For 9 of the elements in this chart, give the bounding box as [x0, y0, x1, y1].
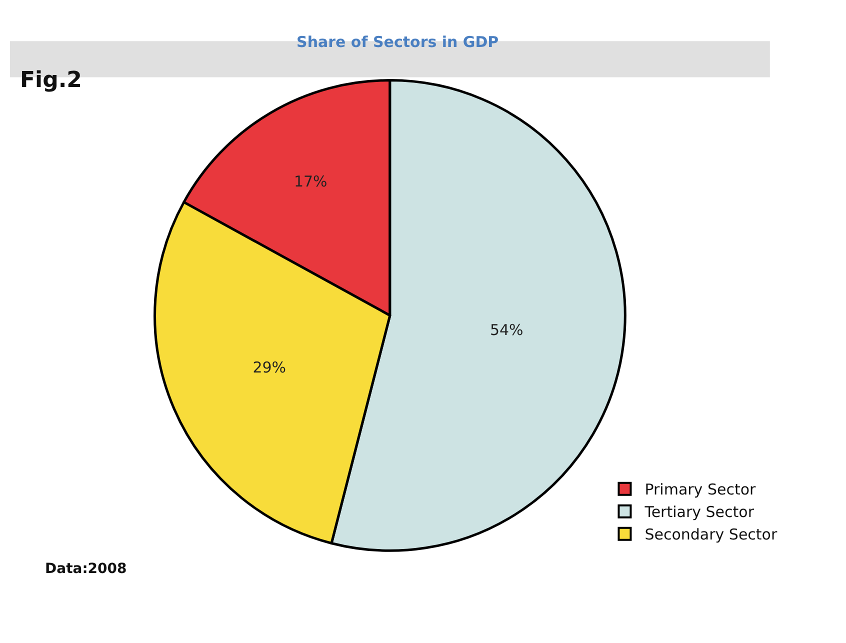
data-label: 54% [490, 321, 524, 340]
data-label: 17% [294, 172, 328, 190]
legend-label: Tertiary Sector [644, 503, 755, 522]
data-label: 29% [252, 358, 286, 377]
legend-label: Primary Sector [644, 480, 757, 499]
chart-title: Share of Sectors in GDP [296, 33, 499, 52]
legend-label: Secondary Sector [644, 526, 778, 544]
caption: Fig.2 [20, 68, 82, 93]
text: Data:2008 [45, 561, 127, 577]
